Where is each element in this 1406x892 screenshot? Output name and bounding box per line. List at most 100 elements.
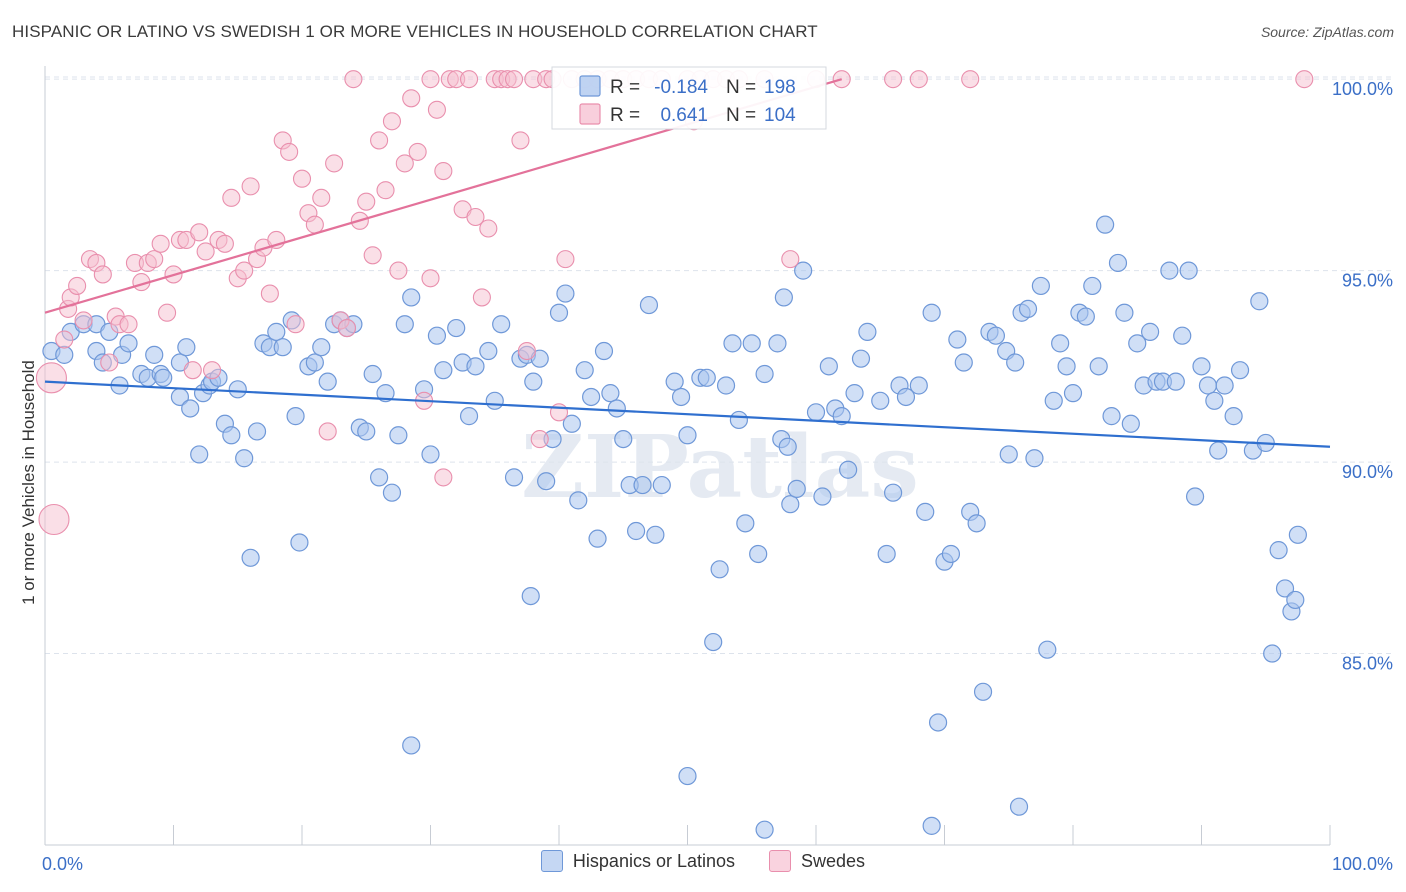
legend-item-swedes[interactable]: Swedes [769,850,865,872]
point-hispanic [389,426,408,445]
point-hispanic [273,338,292,357]
point-hispanic [395,315,414,334]
point-swede [68,276,87,295]
point-swede [215,234,234,253]
point-hispanic [787,479,806,498]
point-swede [100,353,119,372]
point-hispanic [1057,357,1076,376]
point-hispanic [1198,376,1218,395]
stats-n-label: N = [726,105,756,126]
point-hispanic [678,426,697,445]
legend-item-hispanics[interactable]: Hispanics or Latinos [540,850,735,872]
point-hispanic [716,376,736,395]
point-hispanic [999,445,1018,464]
point-hispanic [723,334,742,353]
point-hispanic [1108,253,1128,273]
point-swede [196,242,215,261]
y-tick-label: 85.0% [1342,654,1393,674]
point-hispanic [928,713,948,732]
point-swede [1295,70,1314,89]
point-hispanic [466,357,485,376]
stats-r-label: R = [610,77,640,98]
point-hispanic [813,487,832,506]
point-hispanic [1102,407,1121,426]
point-swede [241,177,260,196]
point-hispanic [806,403,826,422]
point-hispanic [1185,487,1205,506]
point-hispanic [222,426,241,445]
point-hispanic [504,468,524,487]
x-tick-label: 100.0% [1332,854,1393,874]
point-hispanic [1076,307,1095,326]
point-swede [203,361,222,380]
point-swede [376,181,395,200]
point-hispanic [177,338,196,357]
point-hispanic [286,407,305,426]
point-hispanic [1230,361,1250,380]
point-swede [119,315,138,334]
point-hispanic [883,483,903,502]
point-hispanic [896,387,916,407]
point-hispanic [145,345,164,364]
point-hispanic [1031,276,1050,296]
point-hispanic [427,326,447,345]
point-swede [434,161,453,181]
point-hispanic [710,560,729,579]
x-tick-label: 0.0% [42,854,83,874]
point-swede [93,265,112,284]
point-hispanic [1209,441,1228,460]
point-swede [337,318,357,338]
point-hispanic [1288,525,1307,544]
point-hispanic [1083,276,1102,296]
point-hispanic [1224,407,1243,426]
point-swede [421,70,440,89]
point-hispanic [575,361,594,380]
point-hispanic [1179,261,1198,280]
y-axis-label: 1 or more Vehicles in Household [19,360,38,605]
point-swede [222,188,241,207]
point-hispanic [1192,357,1211,376]
point-hispanic [697,368,716,387]
point-hispanic [1009,797,1029,816]
point-hispanic [845,384,864,403]
point-hispanic [524,372,543,391]
point-hispanic [909,376,928,395]
point-swede [459,70,479,89]
stats-n-label: N = [726,77,756,98]
point-swede [286,315,305,334]
y-tick-label: 95.0% [1342,271,1393,291]
stats-swatch [579,103,601,125]
point-swede [909,70,928,89]
point-swede [884,70,903,89]
point-hispanic [922,816,941,835]
point-hispanic [119,334,138,353]
point-swede [408,142,427,161]
point-hispanic [755,364,774,384]
point-hispanic [794,261,813,280]
point-hispanic [357,422,376,441]
point-hispanic [1286,590,1305,610]
point-swede [190,223,209,242]
point-hispanic [671,387,691,407]
point-hispanic [954,353,973,372]
point-hispanic [774,288,793,307]
point-swede [74,311,93,330]
point-hispanic [633,475,652,495]
point-swede [235,261,254,280]
point-hispanic [749,544,768,564]
point-hispanic [652,475,671,495]
point-hispanic [973,682,993,701]
point-hispanic [459,407,479,426]
chart-title: HISPANIC OR LATINO VS SWEDISH 1 OR MORE … [12,22,818,41]
point-hispanic [537,472,556,491]
point-hispanic [729,410,749,430]
point-swede [38,503,70,536]
point-hispanic [1025,449,1044,468]
point-hispanic [228,380,247,399]
point-hispanic [382,483,402,502]
stats-r-value: -0.184 [654,77,708,98]
point-swede [479,219,498,238]
point-hispanic [1215,376,1234,395]
stats-legend: R = -0.184 N = 198 R = 0.641 N = 104 [551,66,827,130]
